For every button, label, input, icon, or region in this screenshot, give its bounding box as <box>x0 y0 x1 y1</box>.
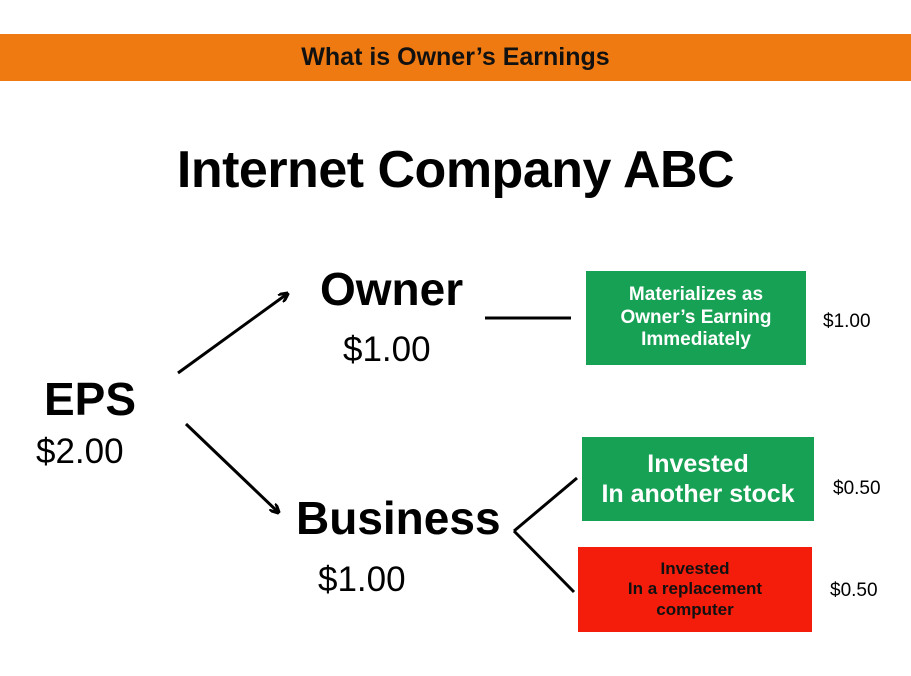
eps-amount: $2.00 <box>36 432 124 471</box>
page-title: Internet Company ABC <box>176 141 735 199</box>
owner-earnings-value: $1.00 <box>823 311 871 332</box>
owner-earnings-box: Materializes as Owner’s Earning Immediat… <box>586 271 806 365</box>
line-business-to-computer <box>512 529 576 594</box>
another-stock-value: $0.50 <box>833 478 881 499</box>
line-business-to-stock <box>513 476 578 533</box>
replacement-computer-value: $0.50 <box>830 580 878 601</box>
replacement-computer-box: Invested In a replacement computer <box>578 547 812 632</box>
banner-title: What is Owner’s Earnings <box>301 43 610 71</box>
business-amount: $1.00 <box>318 560 406 599</box>
header-banner: What is Owner’s Earnings <box>0 34 911 81</box>
arrow-eps-to-business <box>184 422 278 512</box>
owner-label: Owner <box>320 263 464 315</box>
owner-amount: $1.00 <box>343 330 431 369</box>
another-stock-box: Invested In another stock <box>582 437 814 521</box>
arrow-eps-to-owner <box>177 294 287 375</box>
business-label: Business <box>296 492 501 544</box>
eps-label: EPS <box>44 373 137 425</box>
